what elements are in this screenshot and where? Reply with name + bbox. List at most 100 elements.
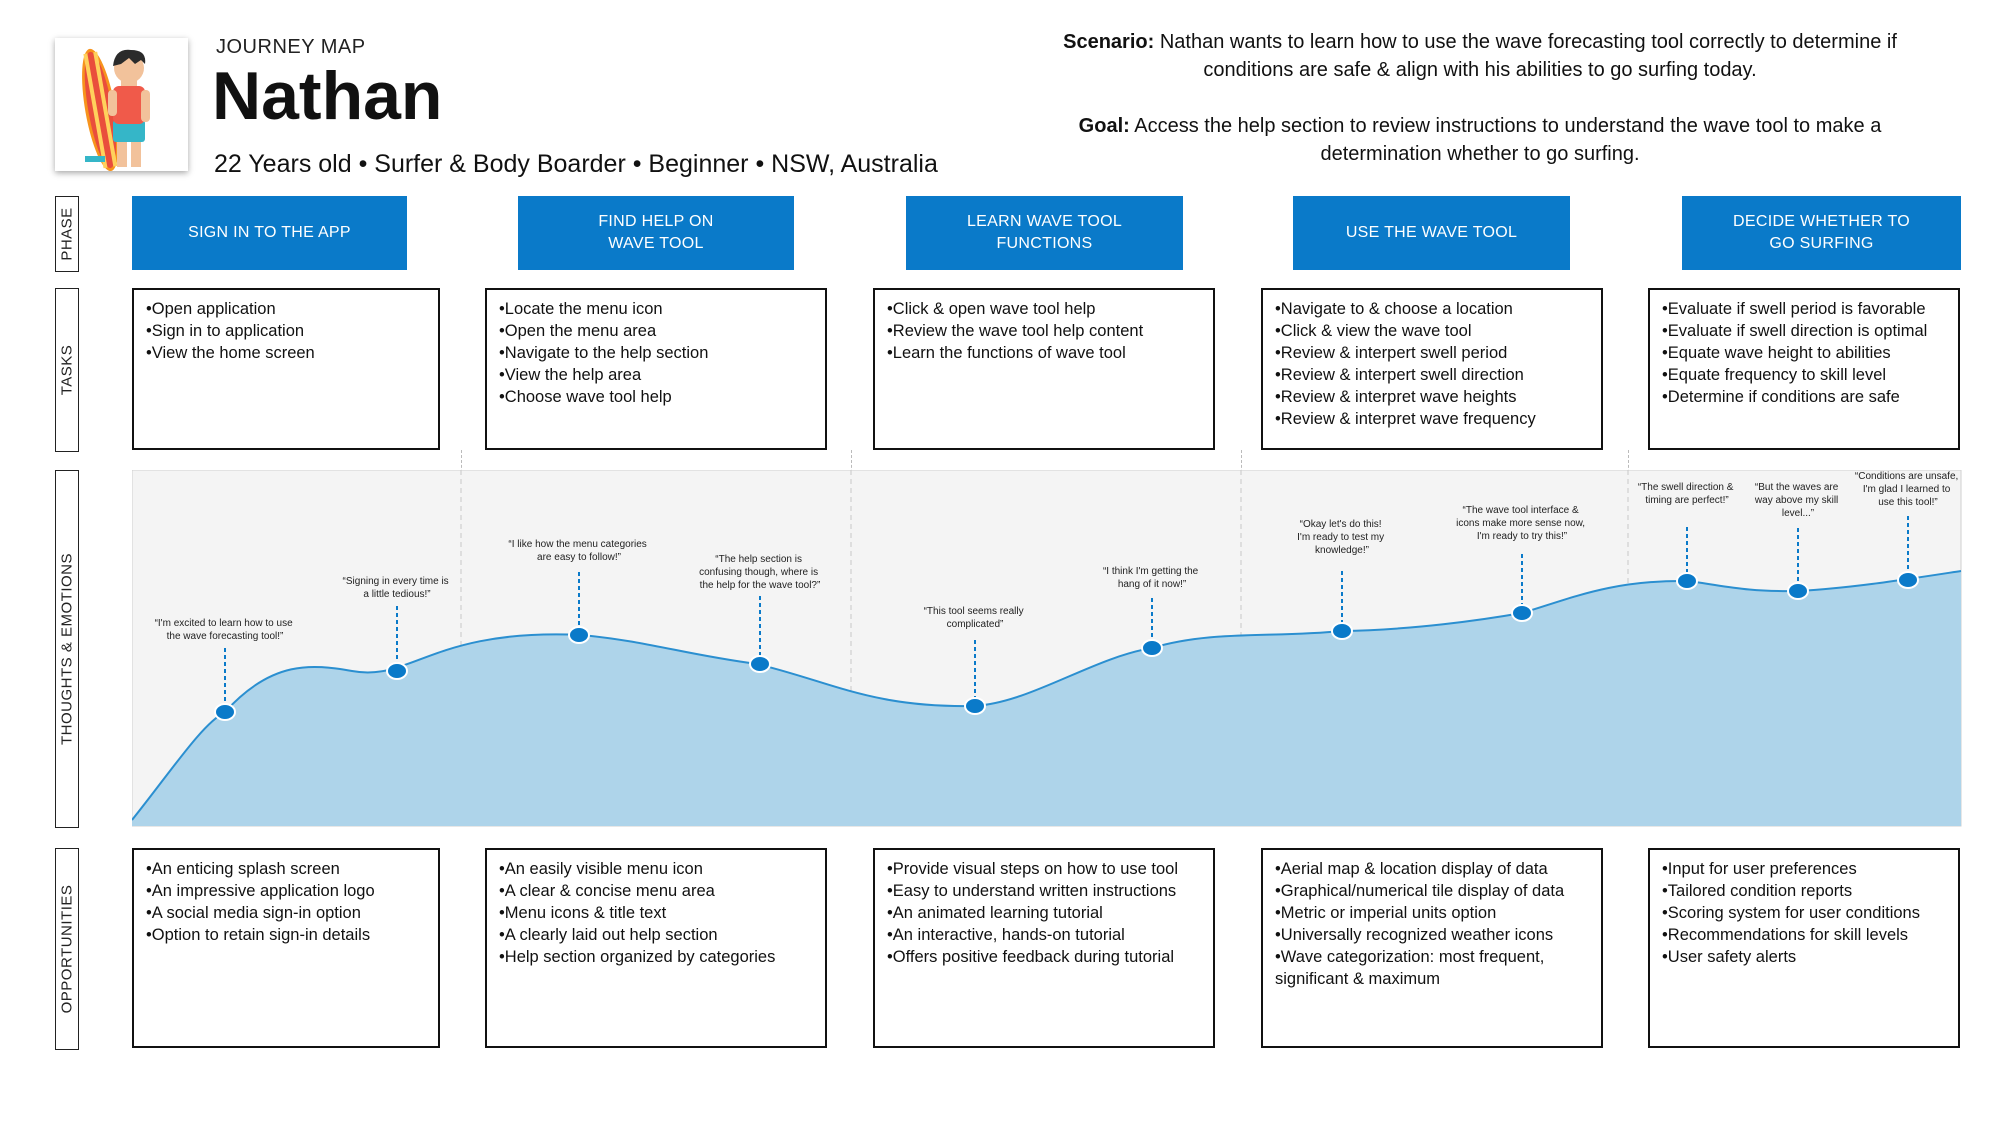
thought-point: “The help section is confusing though, w… xyxy=(699,554,821,673)
phase-title: FIND HELP ON xyxy=(598,213,714,230)
thought-point: “But the waves are way above my skill le… xyxy=(1754,482,1839,600)
thought-point: “Signing in every time is a little tedio… xyxy=(343,576,452,680)
list-item: Scoring system for user conditions xyxy=(1662,902,1946,924)
list-item: Determine if conditions are safe xyxy=(1662,386,1946,408)
list-item: Review the wave tool help content xyxy=(887,320,1201,342)
thought-point: “I'm excited to learn how to use the wav… xyxy=(155,618,296,721)
svg-text:“I think I'm getting the: “I think I'm getting the hang of it now!… xyxy=(1103,566,1201,590)
list-item: Review & interpert swell direction xyxy=(1275,364,1589,386)
thought-point: “I like how the menu categories are easy… xyxy=(508,539,649,644)
svg-text:“I like how the menu categorie: “I like how the menu categories are easy… xyxy=(508,539,649,563)
list-item: Menu icons & title text xyxy=(499,902,813,924)
list-item: Open the menu area xyxy=(499,320,813,342)
thought-line: way above my skill xyxy=(1754,495,1838,506)
phase-decide: DECIDE WHETHER TO GO SURFING xyxy=(1682,196,1961,270)
list-item: A social media sign-in option xyxy=(146,902,426,924)
phase-sign-in: SIGN IN TO THE APP xyxy=(132,196,407,270)
list-item: Provide visual steps on how to use tool xyxy=(887,858,1201,880)
phase-title: USE THE WAVE TOOL xyxy=(1345,224,1518,241)
list-item: Sign in to application xyxy=(146,320,426,342)
thought-line: confusing though, where is xyxy=(699,567,818,578)
row-label-phase: PHASE xyxy=(55,196,79,272)
list-item: Equate wave height to abilities xyxy=(1662,342,1946,364)
svg-text:“Conditions are unsafe,: “Conditions are unsafe, I'm glad I learn… xyxy=(1855,471,1961,508)
thought-line: I'm ready to test my xyxy=(1297,532,1384,543)
list-item: Review & interpret wave frequency xyxy=(1275,408,1589,430)
thought-point: “I think I'm getting the hang of it now!… xyxy=(1103,566,1201,657)
thought-point: “The wave tool interface & icons make mo… xyxy=(1456,505,1585,622)
scenario-label: Scenario: xyxy=(1063,31,1155,53)
list-item: Input for user preferences xyxy=(1662,858,1946,880)
tasks-box-learn: Click & open wave tool help Review the w… xyxy=(873,288,1215,450)
thought-line: “The swell direction & xyxy=(1638,482,1734,493)
thought-line: are easy to follow!” xyxy=(537,552,621,563)
row-label-opportunities: OPPORTUNITIES xyxy=(55,848,79,1050)
thought-line: I'm glad I learned to xyxy=(1863,484,1951,495)
list-item: An interactive, hands-on tutorial xyxy=(887,924,1201,946)
list-item: Open application xyxy=(146,298,426,320)
phase-title: SIGN IN TO THE APP xyxy=(188,224,351,241)
list-item: An enticing splash screen xyxy=(146,858,426,880)
phase-title: DECIDE WHETHER TO xyxy=(1733,213,1910,230)
thought-line: “This tool seems really xyxy=(924,606,1024,617)
thought-line: “I think I'm getting the xyxy=(1103,566,1199,577)
list-item: Equate frequency to skill level xyxy=(1662,364,1946,386)
list-item: Review & interpert swell period xyxy=(1275,342,1589,364)
tasks-box-decide: Evaluate if swell period is favorable Ev… xyxy=(1648,288,1960,450)
row-label-tasks: TASKS xyxy=(55,288,79,452)
list-item: Click & open wave tool help xyxy=(887,298,1201,320)
thought-line: the wave forecasting tool!” xyxy=(167,631,284,642)
thought-point: “This tool seems really complicated” xyxy=(924,606,1027,715)
thought-line: hang of it now!” xyxy=(1118,579,1186,590)
row-label-thoughts: THOUGHTS & EMOTIONS xyxy=(55,470,79,828)
thought-line: “I like how the menu categories xyxy=(508,539,646,550)
list-item: Help section organized by categories xyxy=(499,946,813,968)
list-item: Click & view the wave tool xyxy=(1275,320,1589,342)
row-label-tasks-text: TASKS xyxy=(58,344,76,396)
phase-title-2: GO SURFING xyxy=(1769,235,1874,252)
tasks-box-use-tool: Navigate to & choose a location Click & … xyxy=(1261,288,1603,450)
goal-label: Goal: xyxy=(1078,115,1130,137)
thought-point: “The swell direction & timing are perfec… xyxy=(1638,482,1736,590)
thought-line: the help for the wave tool?” xyxy=(700,580,821,591)
phase-title-2: FUNCTIONS xyxy=(996,235,1093,252)
thought-line: “Signing in every time is xyxy=(343,576,449,587)
list-item: Universally recognized weather icons xyxy=(1275,924,1589,946)
thought-point: “Conditions are unsafe, I'm glad I learn… xyxy=(1855,471,1961,589)
opportunities-box-learn: Provide visual steps on how to use tool … xyxy=(873,848,1215,1048)
list-item: User safety alerts xyxy=(1662,946,1946,968)
persona-details: 22 Years old • Surfer & Body Boarder • B… xyxy=(214,150,938,178)
surfer-avatar-icon xyxy=(55,38,188,172)
scenario-body: Nathan wants to learn how to use the wav… xyxy=(1154,31,1897,81)
thought-line: “Okay let's do this! xyxy=(1300,519,1382,530)
list-item: An impressive application logo xyxy=(146,880,426,902)
svg-text:“The help section is con: “The help section is confusing though, w… xyxy=(699,554,821,591)
thought-line: “Conditions are unsafe, xyxy=(1855,471,1958,482)
list-item: Offers positive feedback during tutorial xyxy=(887,946,1201,968)
list-item: A clearly laid out help section xyxy=(499,924,813,946)
tasks-box-sign-in: Open application Sign in to application … xyxy=(132,288,440,450)
list-item: Easy to understand written instructions xyxy=(887,880,1201,902)
list-item: Aerial map & location display of data xyxy=(1275,858,1589,880)
svg-text:“The swell direction & t: “The swell direction & timing are perfec… xyxy=(1638,482,1736,506)
svg-text:“This tool seems really: “This tool seems really complicated” xyxy=(924,606,1027,630)
svg-text:“I'm excited to learn how to u: “I'm excited to learn how to use the wav… xyxy=(155,618,296,642)
list-item: Evaluate if swell direction is optimal xyxy=(1662,320,1946,342)
list-item: Locate the menu icon xyxy=(499,298,813,320)
goal-body: Access the help section to review instru… xyxy=(1129,115,1882,165)
opportunities-box-sign-in: An enticing splash screen An impressive … xyxy=(132,848,440,1048)
list-item: A clear & concise menu area xyxy=(499,880,813,902)
list-item: An animated learning tutorial xyxy=(887,902,1201,924)
list-item: Learn the functions of wave tool xyxy=(887,342,1201,364)
persona-name: Nathan xyxy=(212,58,443,134)
phase-title-2: WAVE TOOL xyxy=(608,235,704,252)
emotion-curve-chart: “I'm excited to learn how to use the wav… xyxy=(132,470,1962,827)
list-item: Evaluate if swell period is favorable xyxy=(1662,298,1946,320)
list-item: View the help area xyxy=(499,364,813,386)
list-item: Recommendations for skill levels xyxy=(1662,924,1946,946)
svg-text:“Signing in every time is: “Signing in every time is a little tedio… xyxy=(343,576,452,600)
thought-line: level...” xyxy=(1782,508,1814,519)
list-item: Review & interpret wave heights xyxy=(1275,386,1589,408)
thought-line: “I'm excited to learn how to use xyxy=(155,618,294,629)
thought-line: I'm ready to try this!” xyxy=(1477,531,1567,542)
